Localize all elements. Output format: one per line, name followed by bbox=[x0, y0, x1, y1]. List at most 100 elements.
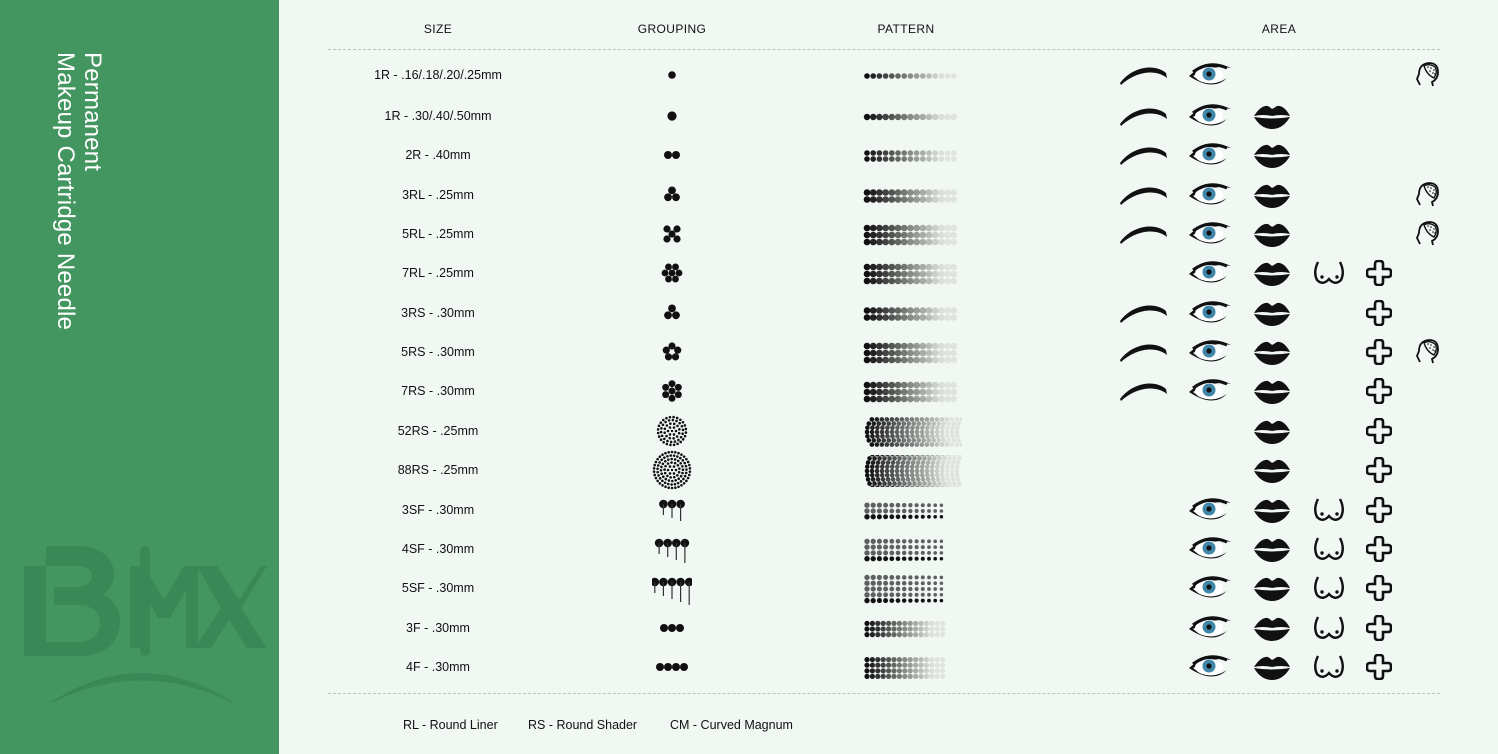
lips-icon bbox=[1254, 459, 1290, 483]
pattern-dot bbox=[913, 381, 920, 389]
areola-cross-icon bbox=[1366, 654, 1392, 680]
pattern-dot bbox=[936, 421, 942, 426]
table-row: 4F - .30mm bbox=[0, 652, 1498, 682]
table-row: 4SF - .30mm bbox=[0, 534, 1498, 564]
eye-icon bbox=[1189, 301, 1231, 323]
pattern-dot bbox=[870, 580, 876, 586]
eyebrow-icon bbox=[1120, 383, 1167, 401]
pattern-dot bbox=[876, 314, 883, 321]
needle-size: 3RL - .25mm bbox=[402, 188, 474, 202]
pattern-dot bbox=[942, 481, 947, 486]
pattern-dot bbox=[880, 433, 885, 439]
pattern-dot bbox=[882, 342, 889, 350]
pattern-dot bbox=[867, 481, 872, 486]
pattern-dot bbox=[894, 189, 902, 196]
needle-dot bbox=[688, 467, 692, 470]
needle-dot bbox=[688, 463, 691, 467]
pattern-dot bbox=[925, 425, 930, 431]
pattern-dot bbox=[894, 224, 902, 232]
scalp-head-icon bbox=[1416, 182, 1439, 207]
pattern-diagram bbox=[864, 502, 944, 520]
pattern-dot bbox=[946, 438, 952, 443]
needle-dot bbox=[668, 426, 672, 429]
pattern-dot bbox=[894, 307, 902, 314]
pattern-dot bbox=[890, 460, 896, 465]
pattern-dot bbox=[901, 421, 907, 426]
pattern-dot bbox=[907, 381, 914, 389]
pattern-dot bbox=[884, 464, 890, 470]
pattern-dot bbox=[870, 556, 876, 562]
pattern-dot bbox=[927, 598, 931, 603]
needle-dot bbox=[656, 479, 659, 483]
pattern-dot bbox=[914, 598, 919, 603]
pattern-dot bbox=[913, 395, 920, 403]
pattern-dot bbox=[938, 73, 945, 79]
pattern-dot bbox=[927, 581, 931, 586]
grouping-diagram bbox=[664, 186, 680, 202]
needle-dot bbox=[668, 433, 672, 436]
areola-cross-icon bbox=[1366, 339, 1392, 365]
pattern-dot bbox=[907, 673, 913, 679]
eye-icon bbox=[1189, 576, 1231, 598]
pattern-dot bbox=[883, 598, 889, 604]
needle-dot bbox=[664, 193, 672, 202]
pattern-dot bbox=[882, 189, 889, 196]
pattern-dot bbox=[864, 508, 870, 514]
lips-icon bbox=[1254, 144, 1290, 168]
pattern-dot bbox=[934, 668, 940, 674]
needle-dot bbox=[672, 426, 676, 429]
lips-icon bbox=[1254, 223, 1290, 247]
needle-dot bbox=[663, 471, 667, 475]
needle-dot bbox=[659, 469, 663, 472]
pattern-dot bbox=[923, 632, 929, 638]
pattern-dot bbox=[900, 477, 906, 482]
pattern-dot bbox=[914, 514, 919, 519]
pattern-dot bbox=[875, 626, 881, 632]
pattern-dot bbox=[944, 224, 951, 232]
pattern-dot bbox=[864, 632, 870, 638]
needle-dot bbox=[671, 479, 674, 483]
needle-dot bbox=[667, 479, 671, 482]
pattern-dot bbox=[950, 388, 958, 396]
pattern-dot bbox=[879, 472, 885, 478]
needle-dot bbox=[683, 461, 687, 465]
pattern-dot bbox=[932, 156, 938, 162]
breast-icon bbox=[1314, 576, 1344, 599]
legend-rl: RL - Round Liner bbox=[403, 718, 498, 732]
pattern-dot bbox=[914, 429, 920, 435]
pattern-dot bbox=[894, 442, 900, 447]
pattern-dot bbox=[906, 421, 912, 426]
lips-icon bbox=[1254, 617, 1290, 641]
needle-dot bbox=[666, 468, 670, 472]
pattern-dot bbox=[950, 113, 957, 121]
needle-dot bbox=[670, 457, 673, 461]
pattern-dot bbox=[929, 657, 935, 663]
pattern-dot bbox=[954, 429, 960, 435]
pattern-dot bbox=[900, 349, 908, 357]
pattern-dot bbox=[919, 395, 927, 403]
pattern-dot bbox=[914, 442, 920, 447]
needle-dot bbox=[657, 424, 661, 428]
needle-dot bbox=[660, 624, 668, 632]
pattern-dot bbox=[894, 270, 902, 278]
pattern-dot bbox=[950, 381, 958, 389]
pattern-dot bbox=[920, 503, 925, 508]
grouping-diagram bbox=[662, 380, 682, 402]
pattern-dot bbox=[913, 657, 919, 663]
pattern-dot bbox=[882, 231, 889, 239]
eyebrow-icon bbox=[1120, 147, 1167, 165]
pattern-dot bbox=[877, 481, 882, 486]
needle-dot bbox=[688, 473, 691, 477]
pattern-dot bbox=[888, 388, 896, 396]
pattern-dot bbox=[931, 224, 939, 232]
pattern-dot bbox=[900, 263, 908, 271]
pattern-dot bbox=[925, 433, 930, 439]
pattern-dot bbox=[870, 113, 877, 121]
needle-dot bbox=[673, 458, 677, 461]
pattern-dot bbox=[952, 456, 957, 461]
pattern-dot bbox=[888, 307, 896, 314]
pattern-dot bbox=[896, 662, 902, 668]
grouping-diagram bbox=[652, 450, 692, 490]
needle-dot bbox=[663, 459, 667, 463]
pattern-dot bbox=[869, 417, 875, 422]
